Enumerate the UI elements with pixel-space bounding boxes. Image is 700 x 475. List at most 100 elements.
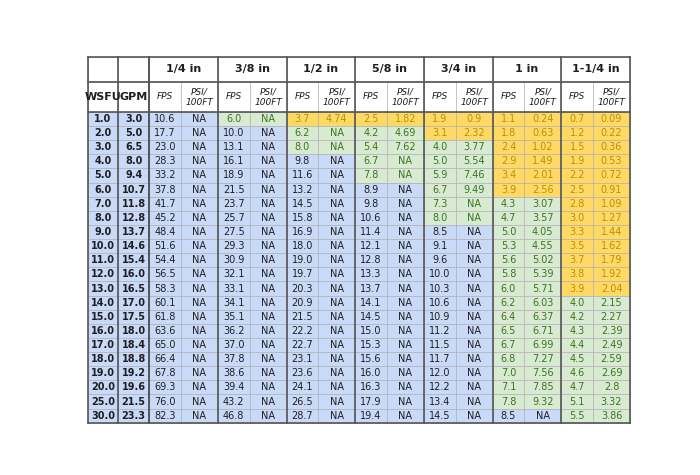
Text: NA: NA	[193, 368, 206, 378]
Bar	[456, 380, 493, 394]
Bar	[561, 366, 593, 380]
Text: 39.4: 39.4	[223, 382, 244, 392]
Text: 8.9: 8.9	[363, 185, 379, 195]
Text: 45.2: 45.2	[154, 213, 176, 223]
Bar	[424, 169, 456, 182]
Text: NA: NA	[330, 227, 344, 237]
Bar	[593, 310, 630, 324]
Text: NA: NA	[193, 227, 206, 237]
Bar	[181, 182, 218, 197]
Bar	[387, 112, 424, 126]
Bar	[524, 126, 561, 140]
Bar	[318, 239, 355, 253]
Bar	[149, 169, 181, 182]
Text: NA: NA	[398, 227, 412, 237]
Text: NA: NA	[193, 213, 206, 223]
Text: 19.0: 19.0	[91, 368, 115, 378]
Text: 4.3: 4.3	[500, 199, 516, 209]
Text: NA: NA	[330, 142, 344, 152]
Bar	[524, 281, 561, 295]
Bar	[149, 352, 181, 366]
Text: NA: NA	[467, 284, 481, 294]
Bar	[181, 281, 218, 295]
Text: 2.39: 2.39	[601, 326, 622, 336]
Text: 58.3: 58.3	[154, 284, 176, 294]
Text: 4.6: 4.6	[570, 368, 584, 378]
Bar	[524, 310, 561, 324]
Bar	[181, 338, 218, 352]
Bar	[593, 352, 630, 366]
Bar	[249, 253, 286, 267]
Bar	[493, 169, 524, 182]
Text: 14.6: 14.6	[122, 241, 146, 251]
Text: 2.56: 2.56	[532, 185, 554, 195]
Text: 41.7: 41.7	[154, 199, 176, 209]
Text: NA: NA	[398, 156, 412, 166]
Text: 30.9: 30.9	[223, 255, 244, 265]
Text: 11.4: 11.4	[360, 227, 382, 237]
Text: NA: NA	[261, 411, 275, 421]
Bar	[456, 338, 493, 352]
Bar	[88, 295, 118, 310]
Text: 27.5: 27.5	[223, 227, 244, 237]
Bar	[318, 408, 355, 423]
Bar	[561, 267, 593, 281]
Text: 3.32: 3.32	[601, 397, 622, 407]
Bar	[387, 352, 424, 366]
Text: NA: NA	[536, 411, 550, 421]
Bar	[149, 310, 181, 324]
Text: 1.2: 1.2	[570, 128, 584, 138]
Bar	[593, 281, 630, 295]
Bar	[118, 295, 149, 310]
Bar	[593, 366, 630, 380]
Text: 1.44: 1.44	[601, 227, 622, 237]
Bar	[181, 197, 218, 211]
Bar	[493, 239, 524, 253]
Bar	[561, 140, 593, 154]
Bar	[593, 324, 630, 338]
Text: 2.49: 2.49	[601, 340, 622, 350]
Bar	[149, 112, 181, 126]
Bar	[181, 169, 218, 182]
Text: 14.5: 14.5	[429, 411, 451, 421]
Text: 1.9: 1.9	[432, 114, 447, 124]
Bar	[493, 112, 524, 126]
Bar	[524, 225, 561, 239]
Text: PSI/
100FT: PSI/ 100FT	[529, 87, 557, 106]
Text: NA: NA	[398, 340, 412, 350]
Bar	[387, 408, 424, 423]
Bar	[118, 281, 149, 295]
Bar	[561, 380, 593, 394]
Bar	[493, 380, 524, 394]
Bar	[355, 253, 387, 267]
Bar	[593, 82, 630, 112]
Bar	[149, 140, 181, 154]
Text: 20.9: 20.9	[292, 298, 313, 308]
Text: 46.8: 46.8	[223, 411, 244, 421]
Bar	[318, 394, 355, 408]
Text: 67.8: 67.8	[154, 368, 176, 378]
Text: 6.7: 6.7	[363, 156, 379, 166]
Bar	[181, 352, 218, 366]
Bar	[118, 366, 149, 380]
Text: 2.01: 2.01	[532, 171, 554, 180]
Text: 28.3: 28.3	[154, 156, 176, 166]
Bar	[88, 140, 118, 154]
Bar	[493, 408, 524, 423]
Bar	[424, 338, 456, 352]
Bar	[149, 82, 181, 112]
Bar	[561, 154, 593, 169]
Bar	[218, 366, 249, 380]
Text: 10.6: 10.6	[154, 114, 176, 124]
Text: 3.8: 3.8	[570, 269, 584, 279]
Text: NA: NA	[330, 213, 344, 223]
Text: 65.0: 65.0	[154, 340, 176, 350]
Bar	[218, 225, 249, 239]
Text: 18.4: 18.4	[122, 340, 146, 350]
Text: 7.27: 7.27	[532, 354, 554, 364]
Text: 0.09: 0.09	[601, 114, 622, 124]
Bar	[355, 267, 387, 281]
Text: 3/4 in: 3/4 in	[441, 65, 476, 75]
Text: 15.4: 15.4	[122, 255, 146, 265]
Text: 3.9: 3.9	[500, 185, 516, 195]
